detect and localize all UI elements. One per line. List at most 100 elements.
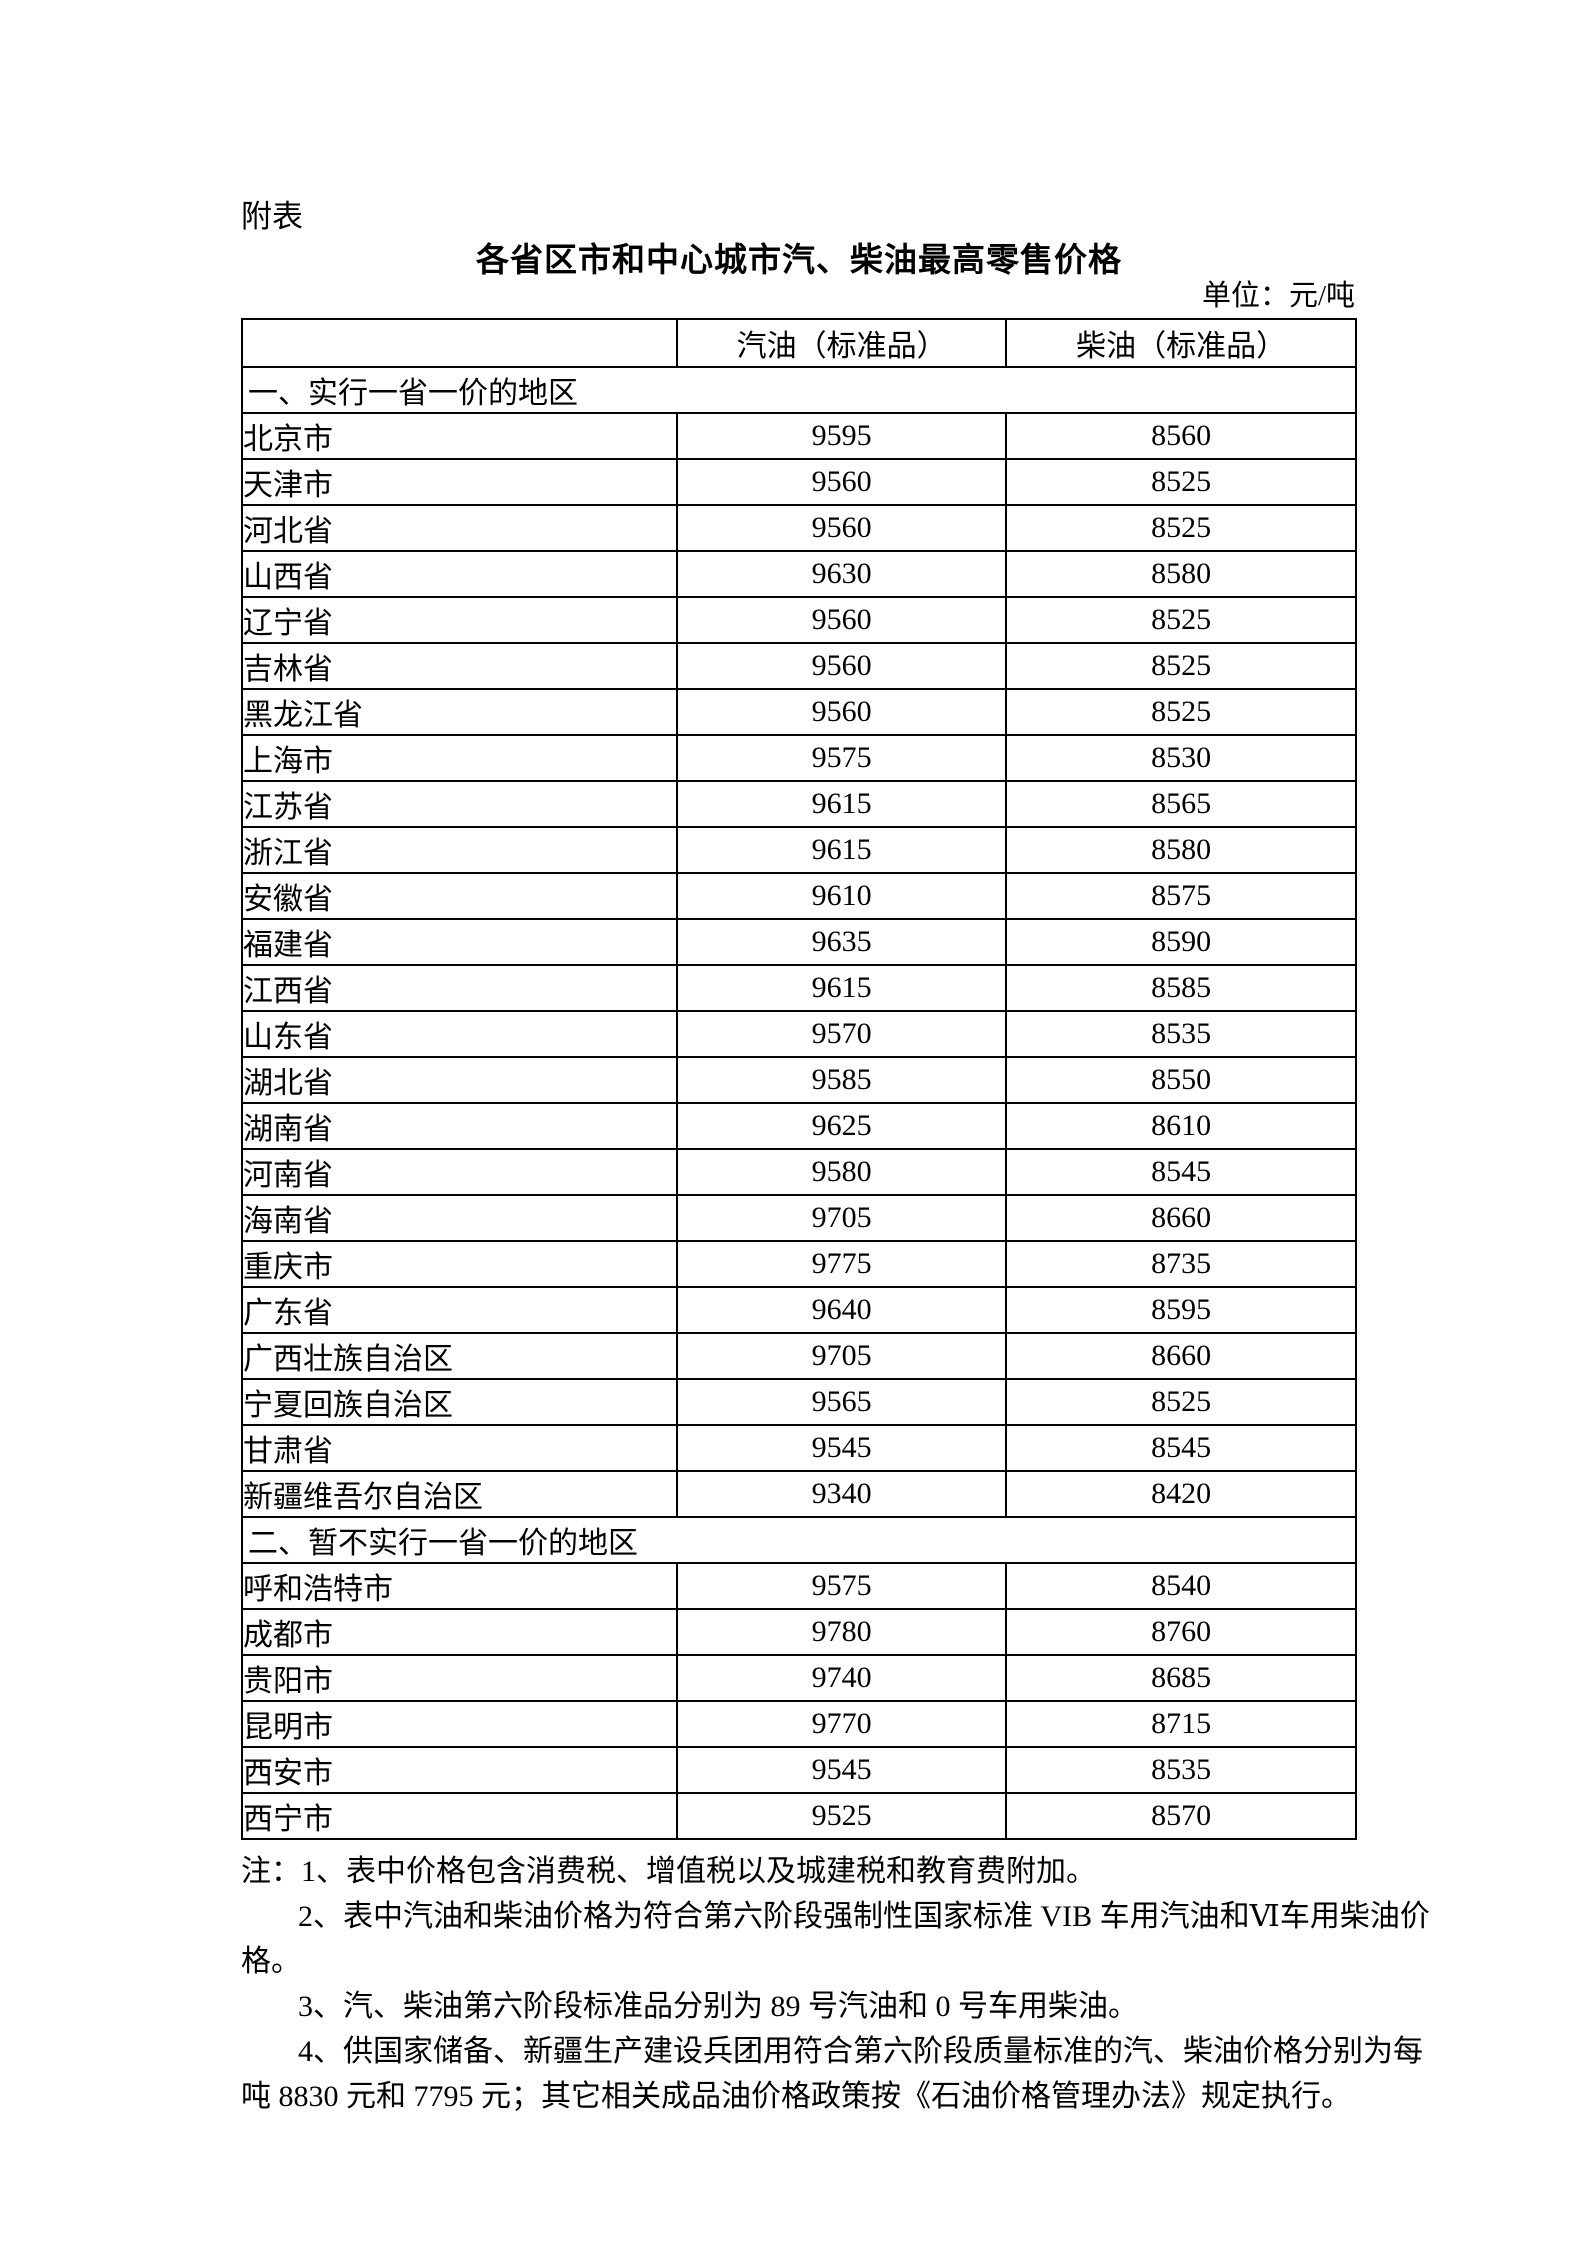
gasoline-price-cell: 9705 — [676, 1194, 1008, 1242]
table-row: 西宁市 9525 8570 — [240, 1792, 1357, 1840]
table-row: 西安市 9545 8535 — [240, 1746, 1357, 1794]
region-cell: 宁夏回族自治区 — [240, 1378, 679, 1426]
gasoline-price-cell: 9595 — [676, 412, 1008, 460]
table-row: 江苏省 9615 8565 — [240, 780, 1357, 828]
notes-block: 注：1、表中价格包含消费税、增值税以及城建税和教育费附加。 2、表中汽油和柴油价格… — [241, 1849, 1430, 2119]
region-cell: 广西壮族自治区 — [240, 1332, 679, 1380]
diesel-price-cell: 8525 — [1005, 504, 1357, 552]
table-row: 上海市 9575 8530 — [240, 734, 1357, 782]
region-cell: 福建省 — [240, 918, 679, 966]
diesel-price-cell: 8585 — [1005, 964, 1357, 1012]
diesel-price-cell: 8535 — [1005, 1010, 1357, 1058]
gasoline-price-cell: 9740 — [676, 1654, 1008, 1702]
region-cell: 北京市 — [240, 412, 679, 460]
diesel-price-cell: 8535 — [1005, 1746, 1357, 1794]
region-cell: 湖北省 — [240, 1056, 679, 1104]
gasoline-price-cell: 9705 — [676, 1332, 1008, 1380]
gasoline-price-cell: 9575 — [676, 1562, 1008, 1610]
diesel-price-cell: 8550 — [1005, 1056, 1357, 1104]
diesel-price-cell: 8570 — [1005, 1792, 1357, 1840]
diesel-price-cell: 8545 — [1005, 1424, 1357, 1472]
table-row: 广东省 9640 8595 — [240, 1286, 1357, 1334]
gasoline-price-cell: 9770 — [676, 1700, 1008, 1748]
note-line: 4、供国家储备、新疆生产建设兵团用符合第六阶段质量标准的汽、柴油价格分别为每 — [298, 2035, 1423, 2068]
gasoline-price-cell: 9610 — [676, 872, 1008, 920]
gasoline-price-cell: 9560 — [676, 458, 1008, 506]
note-line: 2、表中汽油和柴油价格为符合第六阶段强制性国家标准 VIB 车用汽油和Ⅵ车用柴油… — [298, 1900, 1430, 1933]
table-row: 辽宁省 9560 8525 — [240, 596, 1357, 644]
note-line: 格。 — [241, 1945, 301, 1978]
diesel-price-cell: 8545 — [1005, 1148, 1357, 1196]
diesel-price-cell: 8540 — [1005, 1562, 1357, 1610]
table-row: 新疆维吾尔自治区 9340 8420 — [240, 1470, 1357, 1518]
note-line: 3、汽、柴油第六阶段标准品分别为 89 号汽油和 0 号车用柴油。 — [298, 1990, 1138, 2023]
table-row: 安徽省 9610 8575 — [240, 872, 1357, 920]
diesel-price-cell: 8420 — [1005, 1470, 1357, 1518]
table-row: 天津市 9560 8525 — [240, 458, 1357, 506]
diesel-price-cell: 8735 — [1005, 1240, 1357, 1288]
gasoline-price-cell: 9575 — [676, 734, 1008, 782]
diesel-price-cell: 8525 — [1005, 1378, 1357, 1426]
diesel-price-cell: 8760 — [1005, 1608, 1357, 1656]
gasoline-price-cell: 9635 — [676, 918, 1008, 966]
header-diesel: 柴油（标准品） — [1005, 318, 1357, 368]
diesel-price-cell: 8525 — [1005, 458, 1357, 506]
table-row: 重庆市 9775 8735 — [240, 1240, 1357, 1288]
gasoline-price-cell: 9560 — [676, 504, 1008, 552]
table-header-row: 汽油（标准品） 柴油（标准品） — [240, 318, 1357, 368]
region-cell: 海南省 — [240, 1194, 679, 1242]
gasoline-price-cell: 9625 — [676, 1102, 1008, 1150]
gasoline-price-cell: 9525 — [676, 1792, 1008, 1840]
region-cell: 贵阳市 — [240, 1654, 679, 1702]
table-row: 贵阳市 9740 8685 — [240, 1654, 1357, 1702]
gasoline-price-cell: 9545 — [676, 1424, 1008, 1472]
region-cell: 黑龙江省 — [240, 688, 679, 736]
page-title: 各省区市和中心城市汽、柴油最高零售价格 — [476, 241, 1122, 278]
region-cell: 湖南省 — [240, 1102, 679, 1150]
diesel-price-cell: 8660 — [1005, 1332, 1357, 1380]
note-line: 吨 8830 元和 7795 元；其它相关成品油价格政策按《石油价格管理办法》规… — [241, 2080, 1351, 2113]
region-cell: 河北省 — [240, 504, 679, 552]
gasoline-price-cell: 9560 — [676, 596, 1008, 644]
table-row: 河北省 9560 8525 — [240, 504, 1357, 552]
region-cell: 西安市 — [240, 1746, 679, 1794]
gasoline-price-cell: 9545 — [676, 1746, 1008, 1794]
region-cell: 天津市 — [240, 458, 679, 506]
gasoline-price-cell: 9615 — [676, 780, 1008, 828]
region-cell: 山西省 — [240, 550, 679, 598]
region-cell: 河南省 — [240, 1148, 679, 1196]
region-cell: 广东省 — [240, 1286, 679, 1334]
diesel-price-cell: 8560 — [1005, 412, 1357, 460]
table-row: 河南省 9580 8545 — [240, 1148, 1357, 1196]
section-heading-row: 二、暂不实行一省一价的地区 — [241, 1516, 1357, 1564]
gasoline-price-cell: 9570 — [676, 1010, 1008, 1058]
table-row: 北京市 9595 8560 — [240, 412, 1357, 460]
diesel-price-cell: 8525 — [1005, 642, 1357, 690]
region-cell: 安徽省 — [240, 872, 679, 920]
gasoline-price-cell: 9585 — [676, 1056, 1008, 1104]
diesel-price-cell: 8715 — [1005, 1700, 1357, 1748]
table-row: 广西壮族自治区 9705 8660 — [240, 1332, 1357, 1380]
table-row: 甘肃省 9545 8545 — [240, 1424, 1357, 1472]
gasoline-price-cell: 9340 — [676, 1470, 1008, 1518]
gasoline-price-cell: 9775 — [676, 1240, 1008, 1288]
region-cell: 山东省 — [240, 1010, 679, 1058]
section-heading-row: 一、实行一省一价的地区 — [241, 366, 1357, 414]
region-cell: 辽宁省 — [240, 596, 679, 644]
diesel-price-cell: 8565 — [1005, 780, 1357, 828]
region-cell: 江西省 — [240, 964, 679, 1012]
gasoline-price-cell: 9615 — [676, 826, 1008, 874]
gasoline-price-cell: 9580 — [676, 1148, 1008, 1196]
appendix-label: 附表 — [241, 199, 303, 234]
region-cell: 昆明市 — [240, 1700, 679, 1748]
gasoline-price-cell: 9640 — [676, 1286, 1008, 1334]
gasoline-price-cell: 9560 — [676, 688, 1008, 736]
document-content: 附表 各省区市和中心城市汽、柴油最高零售价格 单位：元/吨 汽油（标准品） 柴油… — [240, 199, 1430, 2119]
table-row: 昆明市 9770 8715 — [240, 1700, 1357, 1748]
gasoline-price-cell: 9630 — [676, 550, 1008, 598]
table-row: 宁夏回族自治区 9565 8525 — [240, 1378, 1357, 1426]
diesel-price-cell: 8610 — [1005, 1102, 1357, 1150]
region-cell: 吉林省 — [240, 642, 679, 690]
diesel-price-cell: 8685 — [1005, 1654, 1357, 1702]
